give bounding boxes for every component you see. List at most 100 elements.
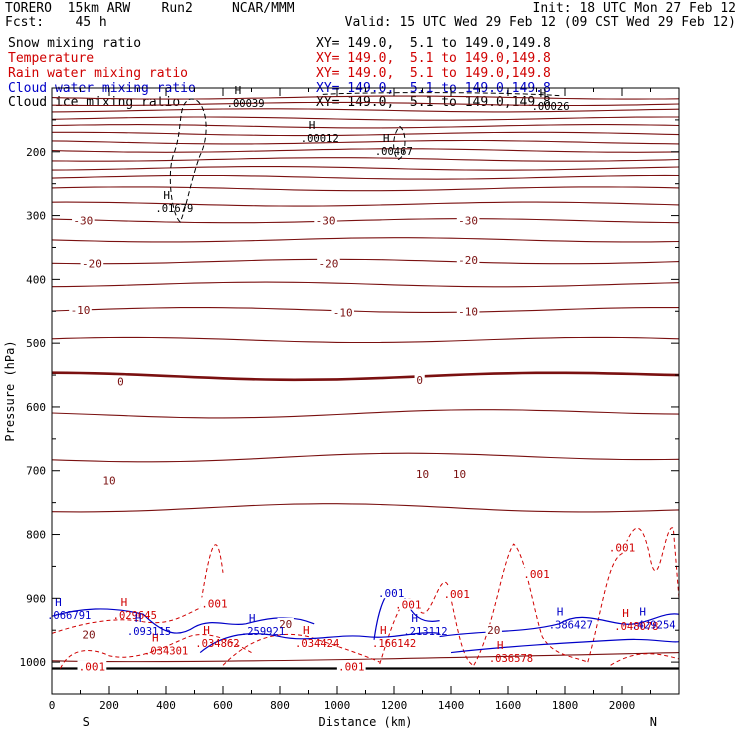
rain-label-bg [607, 541, 637, 553]
field-range-rain: XY= 149.0, 5.1 to 149.0,149.8 [316, 66, 551, 81]
temperature-isotherm [51, 371, 680, 382]
cloud-water-contour [51, 608, 315, 634]
snow-contour [322, 92, 560, 97]
rain-maximum-h: H [152, 631, 159, 644]
rain-label: .001 [609, 541, 636, 554]
snow-maximum: .00026 [532, 101, 570, 113]
rain-maximum: .036578 [489, 653, 533, 665]
rain-maximum: .048078 [614, 621, 658, 633]
x-tick-label: 1600 [495, 699, 522, 712]
temperature-isotherm [51, 503, 680, 513]
rain-maximum-h: H [380, 624, 387, 637]
rain-contour [379, 582, 475, 666]
snow-contour [393, 125, 406, 160]
snow-maximum: .00467 [375, 146, 413, 158]
temperature-label-bg [72, 214, 95, 226]
temperature-label: 10 [102, 474, 115, 487]
rain-label-bg [336, 660, 366, 672]
rain-maximum-h: H [121, 596, 128, 609]
x-tick-label: 1000 [324, 699, 351, 712]
rain-label: .001 [79, 661, 106, 674]
temperature-isotherm [51, 452, 680, 463]
temperature-label: -30 [73, 215, 93, 228]
rain-label-bg [77, 660, 107, 672]
field-range-snow: XY= 149.0, 5.1 to 149.0,149.8 [316, 36, 551, 51]
temperature-label-bg [414, 467, 431, 479]
temperature-label-bg [485, 624, 502, 636]
cloud-water-maximum-h: H [135, 612, 142, 625]
y-tick-label: 600 [26, 401, 46, 414]
temperature-label: 20 [279, 618, 292, 631]
temperature-isotherm [51, 201, 680, 207]
field-label-snow: Snow mixing ratio [8, 36, 142, 51]
cloud-water-label: .001 [378, 587, 405, 600]
temperature-label-bg [80, 257, 104, 269]
snow-maximum-h: H [309, 119, 316, 132]
temperature-label: -20 [82, 257, 102, 270]
x-tick-label: 1400 [438, 699, 465, 712]
north-label: N [650, 715, 657, 729]
temperature-label-bg [456, 254, 480, 266]
snow-maximum: .00012 [301, 133, 339, 145]
temperature-label: 10 [453, 468, 466, 481]
temperature-isotherm [51, 101, 680, 107]
x-tick-label: 2000 [609, 699, 636, 712]
snow-maximum-h: H [235, 84, 242, 97]
temperature-isotherm [51, 108, 680, 113]
temperature-label: -30 [316, 215, 336, 228]
rain-label: .001 [395, 599, 422, 612]
rain-label: .001 [443, 588, 470, 601]
rain-label-bg [522, 568, 551, 580]
y-tick-label: 900 [26, 592, 46, 605]
y-tick-label: 700 [26, 465, 46, 478]
x-tick-label: 200 [99, 699, 119, 712]
x-tick-label: 1800 [552, 699, 579, 712]
cloud-water-maximum-h: H [639, 606, 646, 619]
temperature-isotherm [51, 409, 680, 419]
cloud-water-maximum: .386427 [549, 620, 593, 632]
rain-maximum: .034301 [144, 645, 188, 657]
snow-contour [169, 98, 207, 223]
rain-maximum: .029645 [113, 610, 157, 622]
cloud-water-maximum-h: H [249, 612, 256, 625]
temperature-isotherm [51, 157, 680, 162]
rain-contour [222, 633, 380, 666]
cloud-water-maximum-h: H [411, 612, 418, 625]
rain-label: .001 [338, 661, 365, 674]
temperature-label-bg [317, 257, 340, 269]
temperature-isotherm [51, 166, 680, 171]
temperature-isotherm [51, 218, 680, 224]
rain-maximum: .034862 [195, 638, 239, 650]
y-tick-label: 300 [26, 210, 46, 223]
rain-contour [60, 634, 252, 669]
x-tick-label: 600 [213, 699, 233, 712]
rain-contour [610, 653, 680, 666]
rain-label: .001 [201, 597, 228, 610]
temperature-label-bg [100, 474, 118, 486]
field-range-temperature: XY= 149.0, 5.1 to 149.0,149.8 [316, 51, 551, 66]
forecast-hour: Fcst: 45 h [5, 15, 107, 30]
temperature-isotherm [51, 281, 680, 288]
temperature-isotherm [51, 124, 680, 129]
temperature-label: -20 [458, 254, 478, 267]
rain-maximum-h: H [497, 639, 504, 652]
temperature-label: -10 [71, 304, 91, 317]
y-tick-label: 200 [26, 146, 46, 159]
temperature-label: -30 [458, 215, 478, 228]
temperature-label: 0 [416, 374, 423, 387]
temperature-label-bg [331, 306, 354, 318]
temperature-label: -10 [333, 307, 353, 320]
y-tick-label: 800 [26, 529, 46, 542]
cloud-water-maximum: .213112 [403, 626, 447, 638]
y-tick-label: 1000 [20, 656, 47, 669]
temperature-label-bg [414, 374, 425, 386]
cloud-water-maximum-h: H [55, 596, 62, 609]
rain-maximum-h: H [203, 624, 210, 637]
rain-label-bg [442, 587, 472, 599]
south-label: S [83, 715, 90, 729]
y-tick-label: 500 [26, 337, 46, 350]
temperature-isotherm [51, 258, 680, 265]
rain-contour [51, 544, 224, 634]
model-title: TORERO 15km ARW Run2 NCAR/MMM [5, 1, 295, 16]
init-time: Init: 18 UTC Mon 27 Feb 12 [532, 1, 737, 16]
